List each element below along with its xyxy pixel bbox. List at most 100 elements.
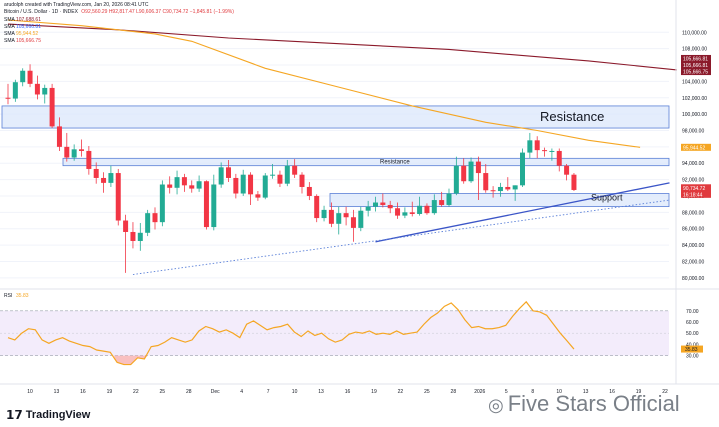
candle[interactable] xyxy=(64,132,70,162)
candle[interactable] xyxy=(505,177,511,192)
candle[interactable] xyxy=(277,170,283,187)
candle[interactable] xyxy=(255,191,261,201)
time-tick-label: 22 xyxy=(662,389,668,395)
candle[interactable] xyxy=(174,170,180,195)
candle-body xyxy=(270,174,276,176)
candle[interactable] xyxy=(424,203,430,215)
candle[interactable] xyxy=(49,83,55,129)
tradingview-logo[interactable]: 𝟭𝟳 TradingView xyxy=(6,408,90,422)
candle[interactable] xyxy=(27,64,33,88)
candle[interactable] xyxy=(130,222,136,249)
candle[interactable] xyxy=(542,147,548,157)
candle[interactable] xyxy=(196,175,202,192)
time-axis[interactable]: 10 13 16 19 22 25 28 Dec 4 7 10 13 16 19 22 25 28 2026 5 8 1… xyxy=(0,0,719,395)
candle[interactable] xyxy=(233,173,239,199)
candle[interactable] xyxy=(512,185,518,201)
price-tick-label: 110,000.00 xyxy=(682,30,707,36)
candle[interactable] xyxy=(461,158,467,184)
candle[interactable] xyxy=(248,172,254,205)
candle[interactable] xyxy=(527,132,533,159)
candle[interactable] xyxy=(211,174,217,231)
candle[interactable] xyxy=(306,182,312,201)
candle[interactable] xyxy=(56,117,62,151)
candle[interactable] xyxy=(240,169,246,196)
candle[interactable] xyxy=(108,165,114,187)
candle[interactable] xyxy=(79,139,84,157)
time-tick-label: 13 xyxy=(583,389,589,395)
price-label-box xyxy=(681,68,711,76)
indicator-label: SMA xyxy=(4,17,16,23)
candle[interactable] xyxy=(218,162,224,188)
candle[interactable] xyxy=(137,222,143,251)
candle[interactable] xyxy=(123,214,129,273)
price-tick-label: 80,000.00 xyxy=(682,276,704,282)
candle[interactable] xyxy=(380,193,386,208)
candle[interactable] xyxy=(556,148,562,172)
candle[interactable] xyxy=(71,144,77,161)
candle[interactable] xyxy=(159,180,165,227)
candle[interactable] xyxy=(549,148,555,161)
candle[interactable] xyxy=(490,186,496,198)
candle[interactable] xyxy=(203,180,209,230)
candle[interactable] xyxy=(520,148,525,187)
zone-label: Resistance xyxy=(540,109,604,124)
candle[interactable] xyxy=(12,79,18,102)
candle[interactable] xyxy=(86,146,92,175)
candle[interactable] xyxy=(321,205,327,222)
candle[interactable] xyxy=(336,206,342,235)
candle[interactable] xyxy=(409,201,415,217)
candle[interactable] xyxy=(270,164,276,179)
candle[interactable] xyxy=(93,162,99,184)
candle[interactable] xyxy=(417,196,423,216)
candle[interactable] xyxy=(431,194,437,215)
candle[interactable] xyxy=(365,200,371,217)
candle[interactable] xyxy=(284,159,290,187)
candle[interactable] xyxy=(373,196,378,212)
indicator-row[interactable]: SMA 107,688.61 xyxy=(4,17,41,24)
time-tick-label: 5 xyxy=(505,389,508,395)
candle[interactable] xyxy=(439,191,445,207)
indicator-row[interactable]: SMA 105,666.81 xyxy=(4,24,41,31)
candle[interactable] xyxy=(358,206,364,232)
candle[interactable] xyxy=(101,172,107,193)
indicator-row[interactable]: SMA 95,944.52 xyxy=(4,31,38,38)
candle-body xyxy=(174,177,180,188)
candle[interactable] xyxy=(5,83,11,105)
candle[interactable] xyxy=(314,194,320,223)
candle[interactable] xyxy=(34,75,40,100)
candle[interactable] xyxy=(226,159,231,183)
candle[interactable] xyxy=(189,180,195,193)
candle[interactable] xyxy=(468,157,474,183)
candle[interactable] xyxy=(387,200,393,214)
candle[interactable] xyxy=(292,159,298,178)
candle[interactable] xyxy=(152,207,158,230)
candle[interactable] xyxy=(299,172,305,194)
candle[interactable] xyxy=(395,202,401,219)
candle[interactable] xyxy=(564,164,570,181)
candle[interactable] xyxy=(42,84,48,104)
candle[interactable] xyxy=(343,206,349,226)
candle[interactable] xyxy=(115,168,121,226)
candle[interactable] xyxy=(328,202,334,228)
candle[interactable] xyxy=(350,209,356,242)
candle[interactable] xyxy=(446,188,452,207)
candle[interactable] xyxy=(145,209,151,237)
indicator-row[interactable]: SMA 105,666.75 xyxy=(4,38,41,45)
candle[interactable] xyxy=(475,156,481,201)
price-tick-label: 108,000.00 xyxy=(682,47,707,53)
candle[interactable] xyxy=(483,164,489,193)
candle[interactable] xyxy=(402,207,408,219)
candle[interactable] xyxy=(167,176,173,194)
candle[interactable] xyxy=(181,173,187,192)
candle[interactable] xyxy=(262,173,268,200)
candle[interactable] xyxy=(20,68,26,87)
candles[interactable] xyxy=(5,64,577,273)
rsi-pane[interactable]: 70.00 60.00 50.00 40.00 30.00 RSI 35.83 35.83 xyxy=(0,288,719,366)
candle-body xyxy=(211,184,217,228)
candle[interactable] xyxy=(497,182,503,197)
candle-body xyxy=(137,232,143,241)
candle[interactable] xyxy=(534,136,540,159)
candle[interactable] xyxy=(453,156,459,196)
candle[interactable] xyxy=(571,173,577,192)
